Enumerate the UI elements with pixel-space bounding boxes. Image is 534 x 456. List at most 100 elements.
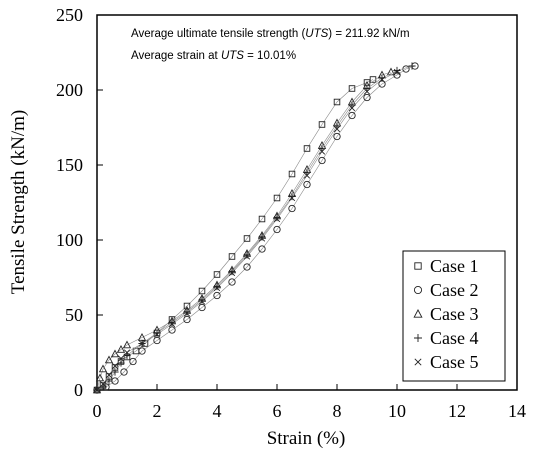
series-line-case-2: [96, 65, 416, 391]
data-point-case-2: [183, 315, 191, 324]
data-point-case-2: [363, 93, 371, 102]
data-point-case-2: [273, 225, 281, 234]
data-point-case-3: [122, 340, 132, 349]
data-point-case-1: [273, 194, 281, 202]
x-axis-title: Strain (%): [267, 428, 346, 449]
data-point-case-2: [168, 326, 176, 334]
annotation-uts-strain-prefix: Average strain at: [131, 50, 221, 62]
y-tick-label: 150: [56, 155, 83, 175]
data-point-case-5: [363, 88, 371, 95]
data-point-case-4: [408, 62, 416, 70]
data-point-case-2: [120, 368, 128, 376]
data-point-case-5: [213, 284, 221, 292]
data-point-case-5: [228, 269, 236, 277]
data-point-case-2: [243, 263, 251, 271]
legend-marker-case-3: [413, 309, 423, 318]
data-point-case-2: [153, 336, 161, 345]
data-point-case-2: [318, 156, 326, 165]
annotation-uts-strength-prefix: Average ultimate tensile strength (: [131, 28, 305, 40]
data-point-case-1: [198, 287, 206, 295]
data-point-case-1: [288, 170, 296, 178]
data-point-case-1: [333, 98, 341, 106]
data-point-case-3: [104, 355, 114, 364]
data-point-case-2: [348, 111, 356, 120]
data-point-case-3: [137, 332, 147, 341]
data-point-case-1: [213, 271, 221, 278]
annotation-block: Average ultimate tensile strength (UTS) …: [131, 28, 410, 62]
x-tick-label: 6: [273, 401, 282, 421]
data-point-case-3: [98, 364, 108, 373]
data-point-case-1: [348, 85, 356, 92]
data-point-case-5: [198, 298, 206, 305]
plot-frame: [96, 14, 518, 391]
x-tick-label: 8: [333, 401, 342, 421]
data-point-case-5: [183, 310, 191, 317]
data-point-case-2: [138, 347, 146, 355]
y-tick-label: 0: [74, 380, 83, 400]
annotation-uts-strain-abbr: UTS: [221, 50, 244, 62]
legend-label-case-3: Case 3: [430, 304, 479, 324]
data-point-case-4: [198, 296, 206, 304]
x-tick-label: 14: [508, 401, 526, 421]
data-point-case-5: [111, 362, 119, 370]
data-point-case-5: [288, 194, 296, 202]
data-point-case-5: [105, 371, 113, 379]
legend-label-case-2: Case 2: [430, 280, 479, 300]
legend-box: [402, 250, 506, 382]
data-point-case-5: [153, 331, 161, 338]
data-point-case-5: [123, 349, 131, 356]
data-point-case-5: [243, 253, 251, 260]
legend-marker-case-5: [414, 358, 422, 366]
axis-ticks: 0 2 4 6 8 10 12 14 0 50 100 150 200 250: [56, 5, 526, 421]
data-point-case-2: [303, 180, 311, 189]
data-point-case-4: [105, 377, 113, 385]
annotation-uts-strength-abbr: UTS: [305, 28, 328, 40]
legend-item-case-2: Case 2: [413, 280, 479, 300]
series-case-1: [93, 76, 377, 394]
legend-label-case-5: Case 5: [430, 352, 479, 372]
data-point-case-1: [228, 253, 236, 260]
data-point-case-1: [303, 145, 311, 152]
data-point-case-5: [303, 172, 311, 179]
x-tick-label: 2: [153, 401, 162, 421]
x-tick-label: 10: [388, 401, 406, 421]
data-point-case-2: [213, 291, 221, 300]
data-point-case-2: [258, 245, 266, 253]
legend-label-case-4: Case 4: [430, 328, 479, 348]
data-point-case-4: [273, 213, 281, 222]
data-point-case-4: [117, 359, 125, 367]
data-point-case-5: [99, 380, 107, 388]
data-point-case-3: [110, 349, 120, 358]
data-point-case-5: [378, 76, 386, 83]
data-point-case-5: [393, 68, 401, 76]
x-tick-label: 0: [93, 401, 102, 421]
data-point-case-2: [129, 357, 137, 366]
data-point-case-5: [93, 386, 101, 394]
legend-item-case-4: Case 4: [414, 328, 479, 348]
legend-item-case-5: Case 5: [414, 352, 479, 372]
y-tick-label: 200: [56, 80, 83, 100]
data-point-case-4: [258, 233, 266, 241]
data-point-case-4: [288, 192, 296, 201]
data-point-case-5: [258, 235, 266, 242]
data-point-case-1: [243, 235, 251, 242]
legend-marker-case-2: [413, 285, 423, 295]
data-point-case-5: [138, 340, 146, 347]
data-point-case-5: [117, 355, 125, 362]
series-line-case-1: [96, 79, 374, 391]
data-point-case-3: [116, 344, 126, 353]
x-tick-label: 4: [213, 401, 222, 421]
data-point-case-2: [288, 204, 296, 213]
y-tick-label: 250: [56, 5, 83, 25]
legend-marker-case-1: [414, 262, 422, 270]
annotation-uts-strain: Average strain at UTS = 10.01%: [131, 50, 296, 62]
data-point-case-4: [228, 267, 236, 276]
series-case-5: [93, 68, 401, 394]
data-point-case-2: [333, 132, 341, 141]
legend-item-case-1: Case 1: [414, 256, 479, 276]
data-point-case-4: [243, 251, 251, 259]
data-point-case-4: [213, 282, 221, 291]
data-point-case-1: [318, 121, 326, 128]
data-point-case-5: [318, 148, 326, 155]
annotation-uts-strength: Average ultimate tensile strength (UTS) …: [131, 28, 410, 40]
